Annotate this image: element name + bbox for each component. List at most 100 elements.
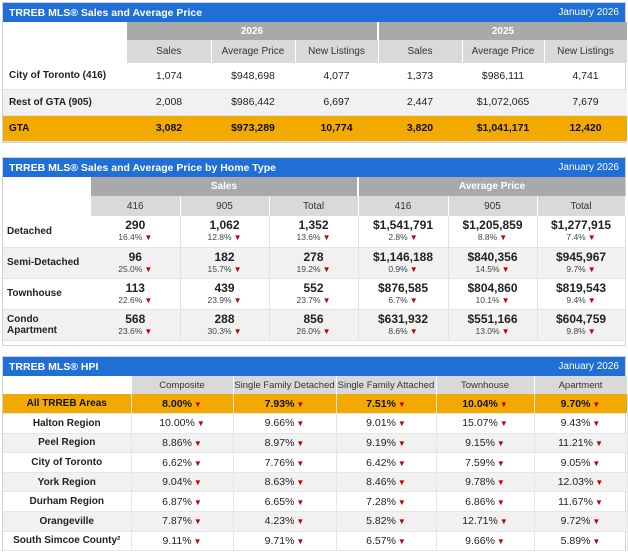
down-arrow-icon: ▼ bbox=[322, 326, 331, 336]
hpi-change: 9.43% bbox=[560, 417, 591, 430]
sales-average-price-table: 2026 2025 Sales Average Price New Listings… bbox=[3, 22, 628, 142]
down-arrow-icon: ▼ bbox=[296, 497, 305, 507]
hpi-change: 10.04% bbox=[462, 397, 498, 410]
change-percent: 23.9% bbox=[207, 294, 232, 305]
column-header-apartment: Apartment bbox=[534, 376, 628, 394]
hpi-change: 7.76% bbox=[264, 456, 295, 469]
down-arrow-icon: ▼ bbox=[196, 419, 205, 429]
table-cell: 7.76% ▼ bbox=[233, 452, 337, 473]
down-arrow-icon: ▼ bbox=[496, 536, 505, 546]
hpi-change: 7.59% bbox=[465, 456, 495, 469]
cell-change: 13.6% ▼ bbox=[270, 232, 358, 243]
panel-date: January 2026 bbox=[558, 162, 619, 173]
row-label: Condo Apartment bbox=[3, 309, 91, 341]
down-arrow-icon: ▼ bbox=[501, 295, 510, 305]
down-arrow-icon: ▼ bbox=[296, 478, 305, 488]
table-cell: 6.57% ▼ bbox=[336, 531, 437, 552]
table-cell: 9.05% ▼ bbox=[534, 452, 628, 473]
hpi-change: 7.51% bbox=[366, 397, 396, 410]
down-arrow-icon: ▼ bbox=[594, 497, 603, 507]
hpi-change: 9.66% bbox=[465, 534, 495, 547]
hpi-change: 11.67% bbox=[558, 495, 593, 508]
row-label: Halton Region bbox=[3, 413, 132, 434]
column-header-sales: Sales bbox=[378, 40, 463, 63]
table-cell: 6.86% ▼ bbox=[436, 491, 535, 513]
down-arrow-icon: ▼ bbox=[193, 517, 202, 527]
hpi-change: 9.70% bbox=[560, 397, 591, 410]
column-header-sales: Sales bbox=[127, 40, 212, 63]
table-cell: 290 16.4% ▼ bbox=[91, 216, 181, 248]
table-row: Detached 290 16.4% ▼ 1,062 12.8% ▼ 1,352 13.6% ▼ $… bbox=[3, 216, 626, 248]
table-cell: $1,072,065 bbox=[462, 89, 544, 116]
cell-value: $840,356 bbox=[467, 249, 518, 264]
down-arrow-icon: ▼ bbox=[499, 419, 508, 429]
hpi-panel: TRREB MLS® HPI January 2026 Composite Sin… bbox=[2, 356, 628, 552]
table-cell: 4,077 bbox=[295, 63, 378, 90]
down-arrow-icon: ▼ bbox=[144, 326, 153, 336]
hpi-change: 6.57% bbox=[366, 534, 396, 547]
hpi-change: 9.78% bbox=[465, 476, 495, 489]
hpi-change: 7.28% bbox=[366, 495, 396, 508]
table-cell: 9.19% ▼ bbox=[336, 433, 437, 454]
table-cell: 8.63% ▼ bbox=[233, 472, 337, 493]
cell-value: $876,585 bbox=[377, 280, 429, 295]
table-cell: 856 26.0% ▼ bbox=[269, 309, 359, 341]
change-percent: 9.4% bbox=[566, 294, 586, 305]
panel-title: TRREB MLS® Sales and Average Price bbox=[9, 6, 203, 19]
table-cell: 7.93% ▼ bbox=[233, 394, 337, 415]
table-cell: 7.28% ▼ bbox=[336, 491, 437, 513]
column-header-average-price: Average Price bbox=[462, 40, 545, 63]
change-percent: 10.1% bbox=[475, 294, 500, 305]
down-arrow-icon: ▼ bbox=[496, 438, 505, 448]
down-arrow-icon: ▼ bbox=[397, 399, 406, 409]
hpi-change: 8.46% bbox=[366, 476, 396, 489]
cell-change: 2.8% ▼ bbox=[359, 232, 448, 243]
hpi-change: 9.01% bbox=[366, 417, 396, 430]
column-header-905: 905 bbox=[448, 196, 538, 216]
row-label: Durham Region bbox=[3, 491, 132, 513]
panel-header: TRREB MLS® HPI January 2026 bbox=[3, 357, 625, 376]
hpi-change: 6.62% bbox=[162, 456, 192, 469]
cell-value: $819,543 bbox=[555, 280, 607, 295]
down-arrow-icon: ▼ bbox=[233, 233, 242, 243]
table-cell: 9.71% ▼ bbox=[233, 531, 337, 552]
table-cell: 9.15% ▼ bbox=[436, 433, 535, 454]
down-arrow-icon: ▼ bbox=[496, 458, 505, 468]
change-percent: 23.7% bbox=[296, 294, 321, 305]
column-header-single-family-detached: Single Family Detached bbox=[233, 376, 337, 394]
column-header-townhouse: Townhouse bbox=[436, 376, 535, 394]
row-label: Semi-Detached bbox=[3, 247, 91, 279]
down-arrow-icon: ▼ bbox=[496, 478, 505, 488]
table-row: Townhouse 113 22.6% ▼ 439 23.9% ▼ 552 23.7% ▼ $876… bbox=[3, 278, 626, 310]
table-cell: 3,082 bbox=[127, 115, 211, 142]
cell-change: 26.0% ▼ bbox=[270, 326, 358, 337]
down-arrow-icon: ▼ bbox=[409, 295, 418, 305]
cell-value: 856 bbox=[303, 311, 324, 326]
table-cell: $1,541,791 2.8% ▼ bbox=[358, 216, 449, 248]
table-row: GTA 3,082 $973,289 10,774 3,820 $1,041,171 12,… bbox=[3, 115, 627, 142]
table-row: York Region 9.04% ▼ 8.63% ▼ 8.46% ▼ 9.78% ▼ 12.03… bbox=[3, 472, 628, 493]
change-percent: 9.7% bbox=[566, 263, 586, 274]
table-cell: 10.00% ▼ bbox=[131, 413, 234, 434]
table-cell: 113 22.6% ▼ bbox=[91, 278, 181, 310]
table-cell: 8.00% ▼ bbox=[131, 394, 234, 415]
row-label: Detached bbox=[3, 216, 91, 248]
hpi-change: 8.00% bbox=[162, 397, 192, 410]
cell-change: 22.6% ▼ bbox=[91, 295, 180, 306]
hpi-change: 9.05% bbox=[560, 456, 591, 469]
cell-value: $1,205,859 bbox=[462, 218, 523, 233]
table-cell: 9.72% ▼ bbox=[534, 511, 628, 532]
cell-value: $1,277,915 bbox=[550, 218, 612, 233]
down-arrow-icon: ▼ bbox=[592, 419, 601, 429]
table-row: Halton Region 10.00% ▼ 9.66% ▼ 9.01% ▼ 15.07% ▼ 9… bbox=[3, 413, 628, 434]
down-arrow-icon: ▼ bbox=[193, 458, 202, 468]
table-cell: 6.87% ▼ bbox=[131, 491, 234, 513]
down-arrow-icon: ▼ bbox=[595, 478, 604, 488]
table-cell: 8.86% ▼ bbox=[131, 433, 234, 454]
down-arrow-icon: ▼ bbox=[193, 478, 202, 488]
cell-change: 16.4% ▼ bbox=[91, 232, 180, 243]
table-cell: 9.78% ▼ bbox=[436, 472, 535, 493]
column-header-total: Total bbox=[269, 196, 359, 216]
table-cell: 9.01% ▼ bbox=[336, 413, 437, 434]
hpi-change: 5.82% bbox=[366, 515, 396, 528]
